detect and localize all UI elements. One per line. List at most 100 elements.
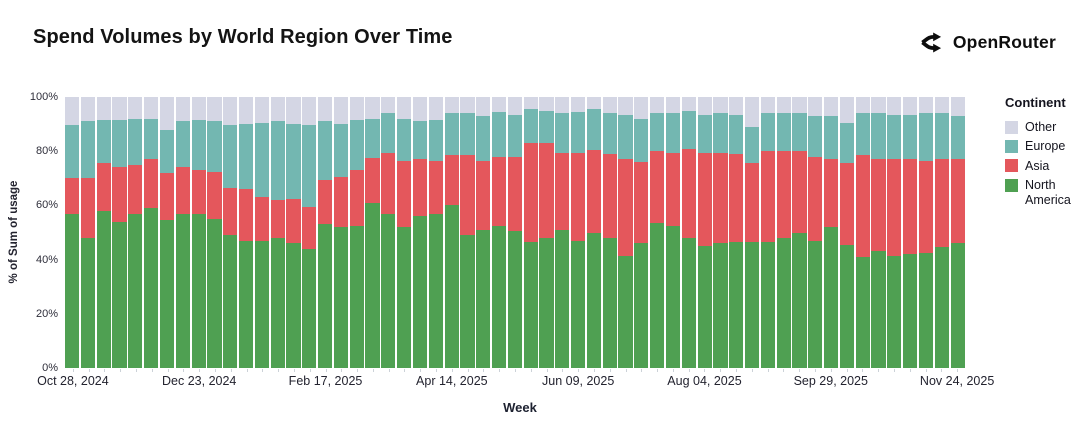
bar-segment-europe[interactable] xyxy=(191,120,206,171)
bar-segment-other[interactable] xyxy=(96,97,111,121)
bar-segment-north-america[interactable] xyxy=(286,243,301,368)
bar-segment-asia[interactable] xyxy=(254,197,269,241)
bar[interactable] xyxy=(665,97,681,368)
bar-segment-asia[interactable] xyxy=(839,163,855,245)
bar[interactable] xyxy=(713,97,728,368)
bar[interactable] xyxy=(776,97,791,368)
bar-segment-north-america[interactable] xyxy=(713,243,728,368)
legend-item-asia[interactable]: Asia xyxy=(1005,159,1077,173)
bar-segment-north-america[interactable] xyxy=(729,242,744,368)
bar-segment-europe[interactable] xyxy=(808,116,823,157)
bar-segment-asia[interactable] xyxy=(697,152,712,247)
bar-segment-asia[interactable] xyxy=(634,162,649,244)
bar-segment-other[interactable] xyxy=(238,97,254,125)
bar-segment-europe[interactable] xyxy=(681,110,696,149)
bar-segment-europe[interactable] xyxy=(491,111,507,157)
bar-segment-other[interactable] xyxy=(792,97,807,114)
bar[interactable] xyxy=(349,97,364,368)
bar-segment-other[interactable] xyxy=(618,97,633,115)
bar-segment-north-america[interactable] xyxy=(934,247,949,368)
bar-segment-other[interactable] xyxy=(871,97,886,114)
bar-segment-north-america[interactable] xyxy=(381,213,396,368)
bar-segment-europe[interactable] xyxy=(729,114,744,154)
bar-segment-north-america[interactable] xyxy=(491,225,507,368)
bar-segment-europe[interactable] xyxy=(238,124,254,190)
bar[interactable] xyxy=(539,97,554,368)
bar-segment-asia[interactable] xyxy=(286,198,301,244)
bar[interactable] xyxy=(238,97,254,368)
bar-segment-europe[interactable] xyxy=(697,114,712,153)
bar-segment-europe[interactable] xyxy=(555,113,570,153)
bar[interactable] xyxy=(650,97,665,368)
bar-segment-europe[interactable] xyxy=(950,115,965,160)
bar-segment-asia[interactable] xyxy=(144,159,159,209)
bar-segment-north-america[interactable] xyxy=(318,224,333,368)
bar-segment-asia[interactable] xyxy=(191,170,206,214)
bar-segment-other[interactable] xyxy=(665,97,681,114)
bar-segment-europe[interactable] xyxy=(476,116,491,161)
bar-segment-other[interactable] xyxy=(144,97,159,119)
bar-segment-europe[interactable] xyxy=(776,113,791,152)
bar-segment-asia[interactable] xyxy=(270,199,285,238)
bar-segment-europe[interactable] xyxy=(824,115,839,160)
bar[interactable] xyxy=(365,97,380,368)
bar-segment-europe[interactable] xyxy=(381,113,396,153)
bar-segment-asia[interactable] xyxy=(665,152,681,226)
bar[interactable] xyxy=(428,97,443,368)
bar-segment-europe[interactable] xyxy=(349,120,364,171)
bar-segment-north-america[interactable] xyxy=(855,256,870,368)
bar-segment-north-america[interactable] xyxy=(175,213,190,368)
bar[interactable] xyxy=(491,97,507,368)
bar[interactable] xyxy=(302,97,317,368)
bar-segment-asia[interactable] xyxy=(80,178,96,238)
bar-segment-europe[interactable] xyxy=(586,109,602,150)
bar-segment-asia[interactable] xyxy=(571,152,586,241)
bar-segment-asia[interactable] xyxy=(365,158,380,203)
bar-segment-north-america[interactable] xyxy=(159,220,175,368)
bar-segment-other[interactable] xyxy=(555,97,570,114)
bar-segment-north-america[interactable] xyxy=(824,227,839,368)
bar-segment-europe[interactable] xyxy=(302,125,317,207)
bar-segment-europe[interactable] xyxy=(650,113,665,152)
bar-segment-other[interactable] xyxy=(571,97,586,112)
bar-segment-asia[interactable] xyxy=(618,159,633,256)
bar-segment-north-america[interactable] xyxy=(444,205,459,368)
bar-segment-europe[interactable] xyxy=(713,113,728,153)
bar[interactable] xyxy=(760,97,775,368)
bar[interactable] xyxy=(839,97,855,368)
bar-segment-europe[interactable] xyxy=(871,113,886,160)
bar-segment-north-america[interactable] xyxy=(665,225,681,368)
bar-segment-asia[interactable] xyxy=(824,159,839,228)
bar-segment-asia[interactable] xyxy=(412,159,428,217)
bar-segment-north-america[interactable] xyxy=(96,210,111,368)
bar-segment-north-america[interactable] xyxy=(476,229,491,368)
bar-segment-europe[interactable] xyxy=(144,118,159,160)
bar-segment-europe[interactable] xyxy=(444,113,459,156)
bar-segment-asia[interactable] xyxy=(333,176,349,228)
bar[interactable] xyxy=(729,97,744,368)
bar-segment-other[interactable] xyxy=(191,97,206,121)
bar-segment-north-america[interactable] xyxy=(903,254,918,368)
bar-segment-other[interactable] xyxy=(365,97,380,119)
bar[interactable] xyxy=(555,97,570,368)
bar-segment-north-america[interactable] xyxy=(760,242,775,368)
bar-segment-europe[interactable] xyxy=(159,129,175,173)
bar-segment-north-america[interactable] xyxy=(412,216,428,368)
bar-segment-other[interactable] xyxy=(887,97,902,115)
bar-segment-asia[interactable] xyxy=(555,152,570,230)
bar[interactable] xyxy=(887,97,902,368)
bar-segment-europe[interactable] xyxy=(65,125,80,179)
bar-segment-asia[interactable] xyxy=(808,156,823,241)
bar-segment-north-america[interactable] xyxy=(349,225,364,368)
bar[interactable] xyxy=(159,97,175,368)
bar-segment-other[interactable] xyxy=(602,97,617,114)
bar[interactable] xyxy=(270,97,285,368)
bar-segment-asia[interactable] xyxy=(159,172,175,221)
bar-segment-north-america[interactable] xyxy=(539,237,554,368)
bar-segment-other[interactable] xyxy=(318,97,333,122)
bar-segment-other[interactable] xyxy=(824,97,839,116)
bar-segment-asia[interactable] xyxy=(918,160,934,253)
bar-segment-other[interactable] xyxy=(175,97,190,122)
bar-segment-north-america[interactable] xyxy=(523,242,538,368)
bar-segment-other[interactable] xyxy=(634,97,649,119)
